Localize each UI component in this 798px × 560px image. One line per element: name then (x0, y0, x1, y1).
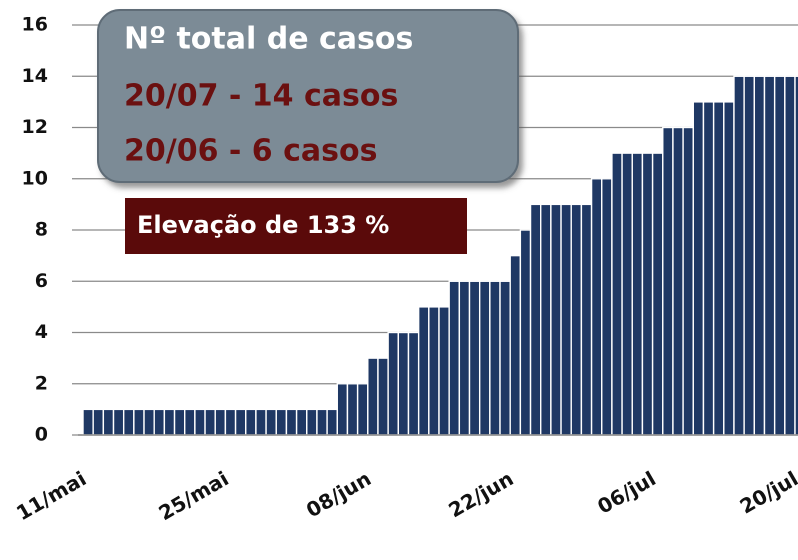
bar (621, 152, 633, 436)
bar (499, 280, 511, 436)
bar (112, 408, 125, 436)
bar (82, 408, 94, 436)
x-tick-label: 06/jul (593, 466, 660, 518)
bar (468, 280, 481, 436)
bar (224, 408, 237, 436)
bar (631, 152, 644, 436)
bar (529, 203, 542, 436)
y-tick-label: 12 (22, 116, 48, 138)
bar (285, 408, 298, 436)
bar (326, 408, 338, 436)
bar (580, 203, 593, 436)
bar (672, 126, 684, 436)
bar (417, 306, 430, 436)
bar (784, 75, 796, 436)
bar (295, 408, 308, 436)
bar (570, 203, 583, 436)
bar (428, 306, 440, 436)
bar (743, 75, 756, 436)
x-tick-label: 08/jun (302, 466, 375, 522)
bar (204, 408, 216, 436)
x-tick-label: 22/jun (444, 466, 517, 522)
bar (509, 254, 522, 436)
bar (102, 408, 115, 436)
bar (438, 306, 450, 436)
bar (387, 331, 400, 436)
bar (448, 280, 461, 436)
bar (753, 75, 766, 436)
bar (458, 280, 471, 436)
bar (407, 331, 420, 436)
x-tick-label: 11/mai (12, 466, 90, 525)
bar (662, 126, 674, 436)
bar (794, 75, 798, 436)
bar (733, 75, 745, 436)
bar (601, 178, 613, 436)
bar (367, 357, 379, 436)
bar (702, 101, 715, 436)
x-tick-label: 25/mai (155, 466, 233, 525)
x-tick-label: 20/jul (736, 466, 798, 518)
bar (234, 408, 247, 436)
bar (651, 152, 664, 436)
bar (214, 408, 227, 436)
bar (773, 75, 786, 436)
bar (397, 331, 410, 436)
bar (590, 178, 603, 436)
bar (540, 203, 552, 436)
y-tick-label: 4 (35, 321, 48, 343)
bar (712, 101, 725, 436)
bar (122, 408, 135, 436)
bar (316, 408, 328, 436)
bar (153, 408, 166, 436)
bar (478, 280, 491, 436)
bar (255, 408, 267, 436)
bars (82, 75, 798, 436)
bar (489, 280, 501, 436)
bar (275, 408, 288, 436)
bar (550, 203, 562, 436)
bar (377, 357, 389, 436)
y-tick-label: 8 (35, 219, 48, 241)
y-tick-label: 14 (22, 65, 48, 87)
bar (143, 408, 155, 436)
bar (560, 203, 572, 436)
bar (641, 152, 654, 436)
y-tick-label: 6 (35, 270, 48, 292)
annotation: 20/06 - 6 casos (124, 134, 377, 169)
y-tick-label: 0 (35, 424, 48, 446)
bar (346, 383, 359, 436)
summary-box (97, 9, 519, 183)
bar (163, 408, 176, 436)
increase-box (125, 198, 467, 254)
bar (265, 408, 277, 436)
bar (356, 383, 369, 436)
bar (336, 383, 349, 436)
bar (519, 229, 532, 436)
bar (682, 126, 694, 436)
y-tick-label: 16 (22, 14, 48, 36)
bar (306, 408, 318, 436)
bar (133, 408, 145, 436)
annotation: 20/07 - 14 casos (124, 79, 398, 114)
y-tick-label: 10 (22, 167, 48, 189)
annotation: Elevação de 133 % (137, 211, 389, 239)
bar (92, 408, 105, 436)
bar (723, 101, 735, 436)
y-tick-label: 2 (35, 372, 48, 394)
bar (245, 408, 257, 436)
bar (611, 152, 623, 436)
bar (173, 408, 186, 436)
bar (763, 75, 776, 436)
bar (194, 408, 206, 436)
annotation: Nº total de casos (124, 22, 413, 57)
bar (184, 408, 196, 436)
bar (692, 101, 705, 436)
